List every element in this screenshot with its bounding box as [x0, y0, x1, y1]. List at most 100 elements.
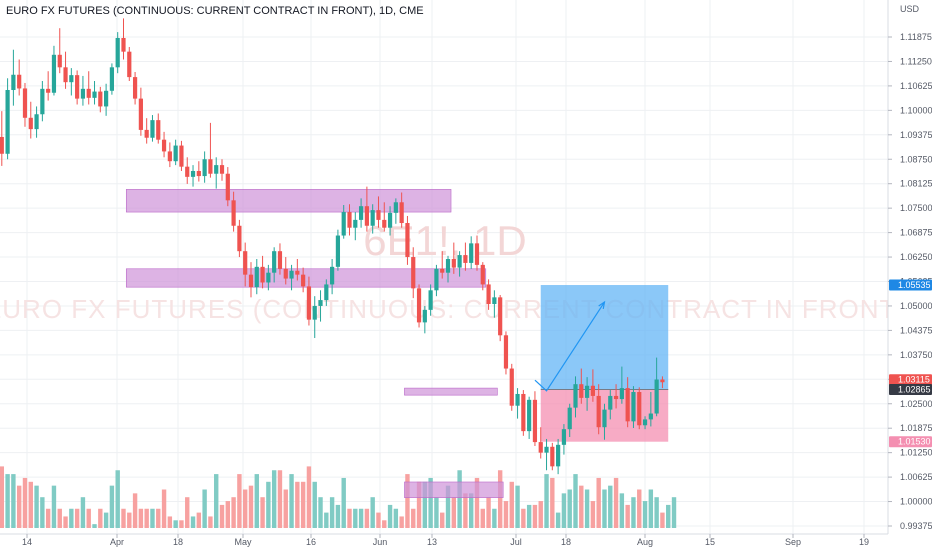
- volume-bar: [260, 497, 265, 528]
- volume-bar: [237, 474, 242, 528]
- volume-bar: [654, 497, 659, 528]
- candle-body: [312, 305, 317, 320]
- candle-body: [22, 88, 28, 118]
- candle-body: [440, 268, 445, 273]
- volume-bar: [648, 489, 654, 528]
- candle-body: [156, 120, 161, 140]
- candle-body: [115, 37, 120, 68]
- candlestick-series: [0, 18, 665, 475]
- candle-body: [341, 212, 346, 236]
- volume-bar: [341, 477, 346, 528]
- volume-bar: [399, 516, 404, 528]
- candle-body: [538, 442, 543, 453]
- candle-body: [283, 268, 288, 279]
- candle-body: [144, 129, 149, 138]
- candle-body: [289, 270, 294, 279]
- volume-bar: [86, 508, 91, 528]
- candle-body: [602, 409, 607, 428]
- candle-body: [324, 284, 329, 301]
- volume-bar: [121, 508, 126, 528]
- candle-body: [416, 288, 422, 323]
- volume-bar: [405, 474, 410, 528]
- candle-body: [40, 88, 45, 115]
- candle-body: [654, 379, 659, 414]
- candle-body: [5, 90, 10, 154]
- candle-body: [521, 393, 526, 432]
- price-tick-label: 0.99375: [900, 521, 932, 531]
- candle-body: [625, 388, 630, 422]
- volume-bar: [387, 504, 393, 528]
- candle-body: [231, 200, 236, 226]
- volume-bar: [579, 485, 584, 528]
- time-axis[interactable]: [0, 533, 932, 550]
- zone-rectangles[interactable]: [125, 189, 504, 498]
- volume-bar: [631, 497, 636, 528]
- volume-bar: [277, 470, 283, 528]
- volume-bar: [422, 481, 428, 528]
- candle-body: [428, 290, 433, 310]
- price-tick-label: 1.06875: [900, 228, 932, 238]
- time-tick-label: 19: [859, 537, 869, 547]
- volume-bar: [185, 497, 190, 528]
- volume-bar: [202, 489, 207, 528]
- candle-body: [486, 284, 491, 304]
- volume-bar: [179, 520, 184, 528]
- volume-bar: [11, 474, 16, 528]
- candle-body: [306, 286, 312, 320]
- candle-body: [648, 413, 653, 420]
- volume-bar: [196, 512, 202, 528]
- volume-bar: [416, 481, 422, 528]
- candle-body: [556, 444, 561, 467]
- volume-bar: [219, 504, 225, 528]
- volume-bar: [463, 493, 468, 528]
- price-tag-label: 1.02865: [898, 384, 931, 394]
- time-tick-label: 14: [22, 537, 32, 547]
- candle-body: [127, 51, 132, 78]
- candle-body: [173, 145, 178, 162]
- candle-body: [69, 75, 74, 83]
- volume-bar: [619, 493, 625, 528]
- volume-bar: [214, 474, 219, 528]
- candle-body: [237, 225, 242, 252]
- candle-body: [272, 251, 277, 273]
- volume-bar: [468, 493, 474, 528]
- candle-body: [138, 98, 143, 130]
- candle-body: [121, 37, 126, 52]
- volume-bar: [289, 474, 294, 528]
- watermark-symbol: EURO FX FUTURES (CONTINUOUS: CURRENT CON…: [0, 294, 906, 324]
- price-tick-label: 1.04375: [900, 325, 932, 335]
- candle-body: [509, 368, 514, 406]
- watermark-interval: 6E1!, 1D: [363, 217, 526, 264]
- time-tick-label: May: [234, 537, 252, 547]
- price-tag: [889, 436, 932, 448]
- candle-body: [353, 219, 358, 228]
- candle-body: [248, 274, 254, 288]
- volume-bar: [335, 504, 341, 528]
- candle-body: [411, 257, 416, 289]
- projection-path: [534, 301, 605, 392]
- candle-body: [422, 309, 427, 323]
- volume-bar: [254, 474, 259, 528]
- price-tick-label: 1.03750: [900, 350, 932, 360]
- zone-rect: [404, 481, 504, 498]
- volume-bar: [411, 508, 416, 528]
- candle-body: [364, 206, 369, 226]
- price-tag-label: 1.03115: [898, 375, 930, 385]
- projection-arrow[interactable]: [534, 300, 606, 392]
- candle-body: [225, 173, 230, 201]
- volume-bar: [532, 504, 538, 528]
- price-tick-label: 1.10625: [900, 81, 932, 91]
- time-tick-label: Jul: [510, 537, 522, 547]
- candle-body: [567, 407, 572, 430]
- time-tick-label: 13: [427, 537, 437, 547]
- candle-body: [637, 392, 642, 426]
- volume-bar: [103, 512, 109, 528]
- volume-bar: [515, 485, 520, 528]
- candle-body: [532, 399, 538, 443]
- candle-body: [498, 297, 503, 336]
- candle-body: [167, 151, 172, 162]
- price-tick-label: 1.06250: [900, 252, 932, 262]
- volume-bar: [358, 508, 364, 528]
- candle-body: [92, 91, 97, 98]
